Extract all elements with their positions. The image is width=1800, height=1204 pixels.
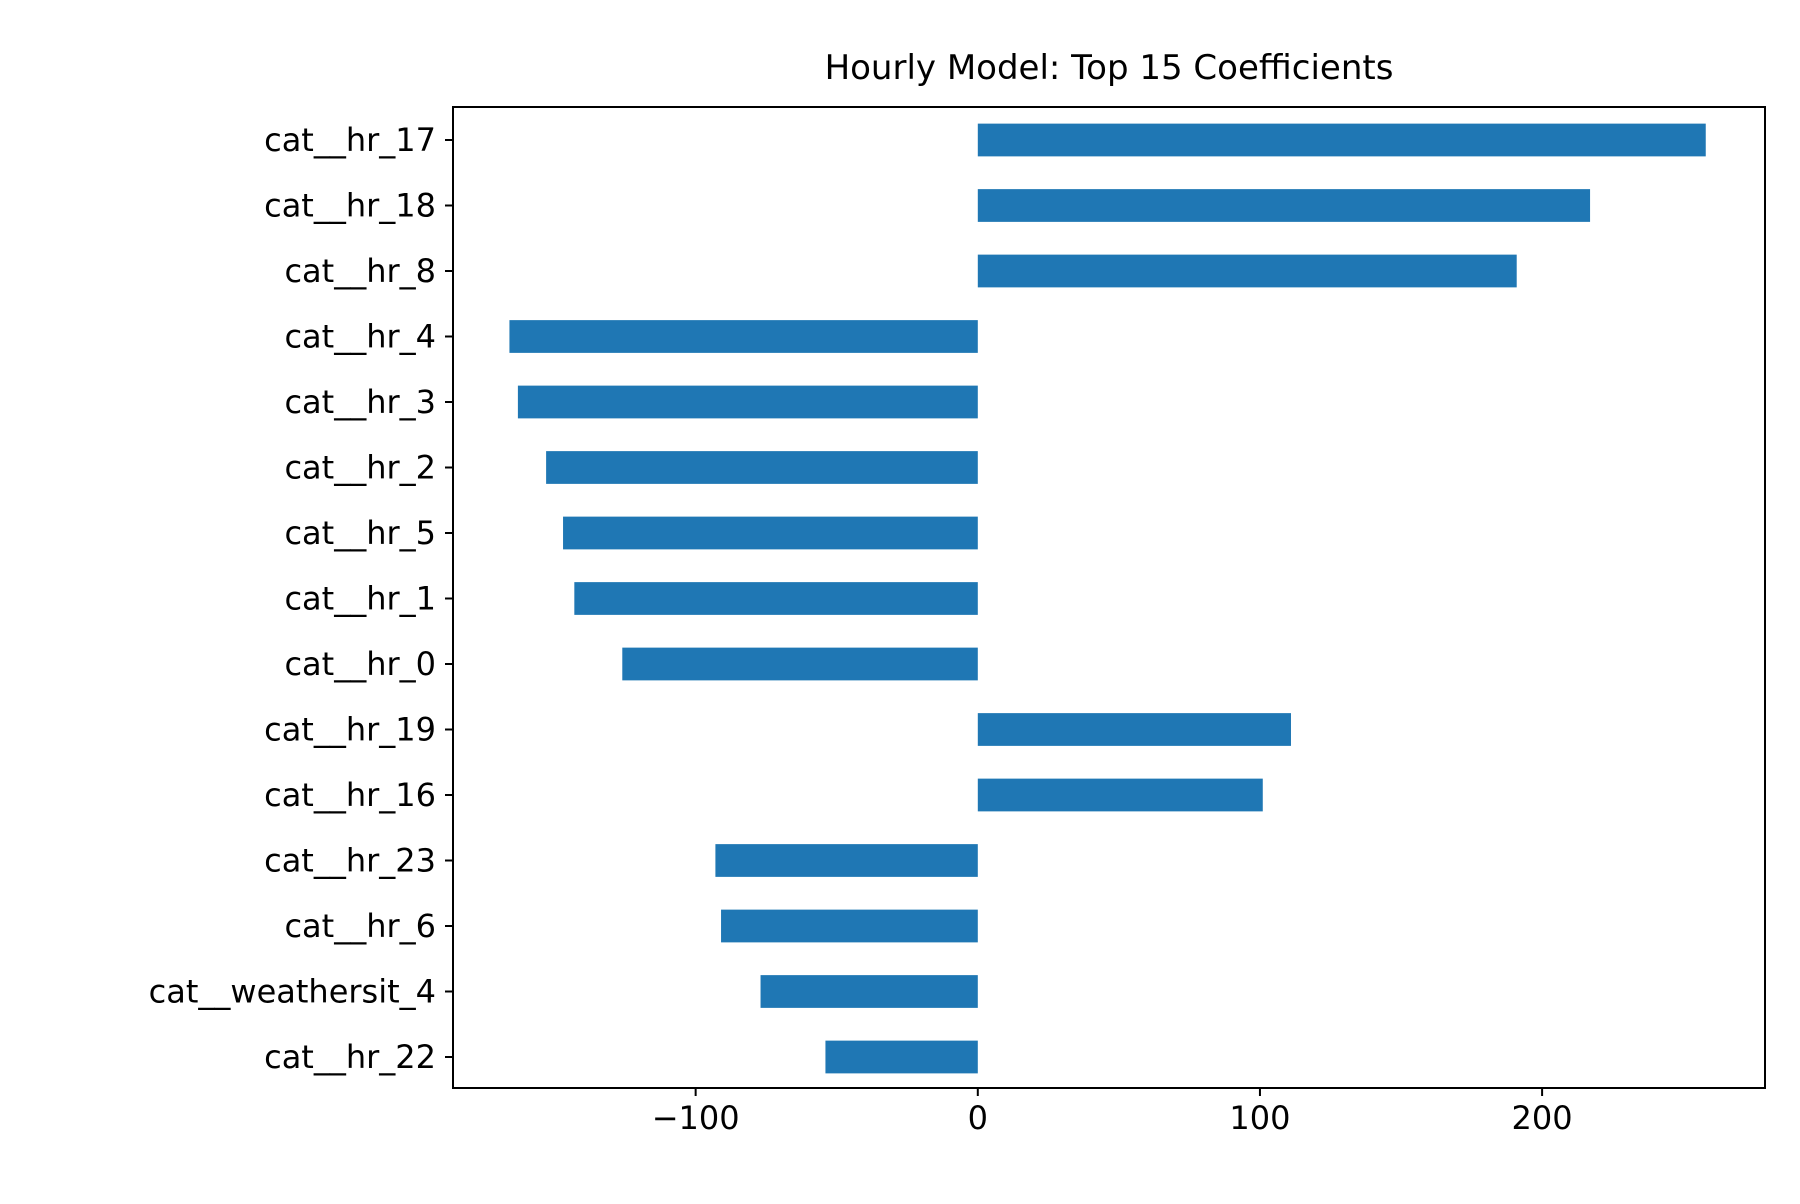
bar-cat__hr_22 bbox=[825, 1040, 978, 1074]
y-tick-label: cat__hr_18 bbox=[264, 187, 436, 225]
y-tick-label: cat__hr_5 bbox=[284, 514, 436, 552]
y-tick-label: cat__hr_3 bbox=[284, 383, 436, 421]
y-tick-label: cat__weathersit_4 bbox=[149, 973, 436, 1011]
bar-cat__hr_6 bbox=[721, 909, 978, 943]
y-tick-label: cat__hr_19 bbox=[264, 711, 436, 749]
bar-cat__hr_16 bbox=[977, 778, 1263, 812]
y-tick-label: cat__hr_0 bbox=[284, 645, 436, 683]
bar-cat__hr_8 bbox=[977, 254, 1517, 288]
y-tick-label: cat__hr_23 bbox=[264, 842, 436, 880]
bar-cat__weathersit_4 bbox=[760, 975, 978, 1008]
plot-frame bbox=[452, 106, 1766, 1089]
y-tick-label: cat__hr_2 bbox=[284, 449, 436, 487]
bar-cat__hr_1 bbox=[574, 582, 978, 615]
bars-layer bbox=[509, 123, 1706, 1074]
bar-cat__hr_4 bbox=[509, 320, 978, 353]
x-tick-label: 100 bbox=[1229, 1099, 1290, 1137]
x-tick-label: −100 bbox=[652, 1099, 740, 1137]
y-tick-label: cat__hr_4 bbox=[284, 318, 436, 356]
bar-cat__hr_3 bbox=[517, 385, 978, 419]
x-axis: −100 0 100 200 bbox=[652, 1088, 1573, 1137]
bar-cat__hr_23 bbox=[715, 844, 978, 877]
y-tick-label: cat__hr_8 bbox=[284, 252, 436, 290]
y-axis: cat__hr_17 cat__hr_18 cat__hr_8 cat__hr_4ca… bbox=[149, 121, 453, 1076]
bar-cat__hr_19 bbox=[977, 713, 1291, 746]
x-tick-label: 200 bbox=[1512, 1099, 1573, 1137]
y-tick-label: cat__hr_1 bbox=[284, 580, 436, 618]
bar-cat__hr_18 bbox=[977, 189, 1591, 222]
y-tick-label: cat__hr_6 bbox=[284, 907, 436, 945]
chart-title: Hourly Model: Top 15 Coefficients bbox=[825, 48, 1394, 88]
bar-cat__hr_2 bbox=[546, 451, 978, 484]
y-tick-label: cat__hr_16 bbox=[264, 776, 436, 814]
bar-cat__hr_0 bbox=[622, 647, 978, 681]
y-tick-label: cat__hr_17 bbox=[264, 121, 436, 159]
y-tick-label: cat__hr_22 bbox=[264, 1038, 436, 1076]
x-tick-label: 0 bbox=[968, 1099, 988, 1137]
bar-cat__hr_5 bbox=[563, 516, 978, 550]
bar-cat__hr_17 bbox=[977, 123, 1706, 157]
